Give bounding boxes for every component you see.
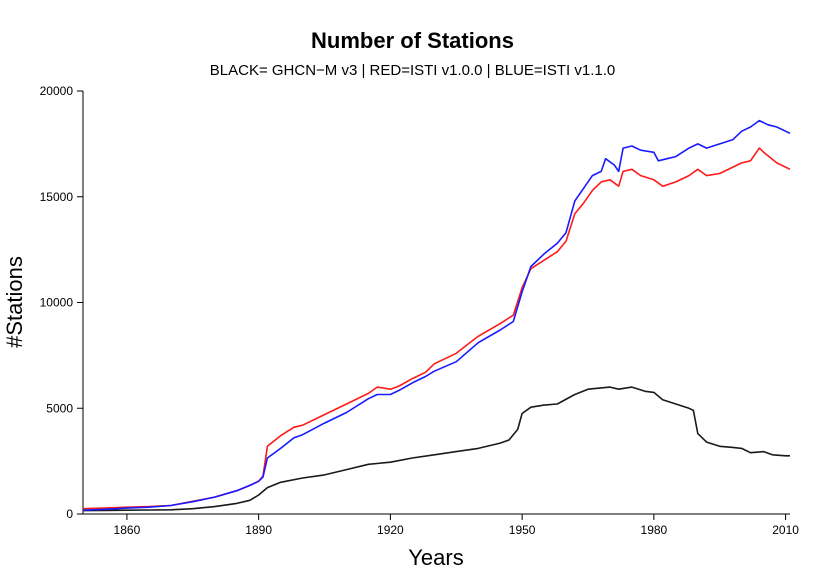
y-tick-label: 5000 (46, 401, 73, 415)
chart-title: Number of Stations (311, 28, 514, 53)
x-tick-label: 1890 (245, 523, 272, 537)
series-line-isti-v1-1-0 (82, 119, 791, 511)
y-axis-label: #Stations (2, 256, 27, 348)
x-tick-label: 1980 (641, 523, 668, 537)
axes: 1860 1890 1920 1950 1980 2010 0 5000 10000 15000 2… (40, 84, 800, 537)
x-tick-label: 1860 (114, 523, 141, 537)
y-tick-label: 20000 (40, 84, 74, 98)
x-tick-label: 1920 (377, 523, 404, 537)
x-tick-label: 2010 (772, 523, 799, 537)
series-line-ghcn-m-v3 (82, 386, 790, 512)
x-axis-label: Years (408, 545, 463, 570)
x-tick-label: 1950 (509, 523, 536, 537)
series-lines (82, 119, 791, 512)
y-tick-label: 0 (66, 507, 73, 521)
y-tick-label: 10000 (40, 296, 74, 310)
chart-subtitle: BLACK= GHCN−M v3 | RED=ISTI v1.0.0 | BLU… (209, 62, 616, 79)
y-tick-label: 15000 (40, 190, 74, 204)
